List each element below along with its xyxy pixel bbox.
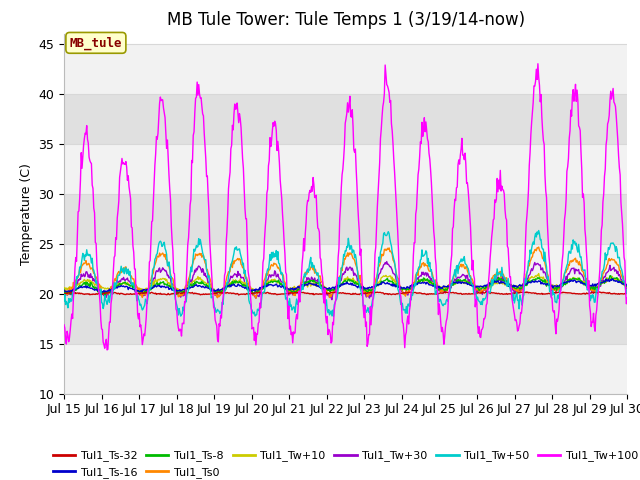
Bar xyxy=(64,144,627,193)
Bar xyxy=(64,243,627,294)
Title: MB Tule Tower: Tule Temps 1 (3/19/14-now): MB Tule Tower: Tule Temps 1 (3/19/14-now… xyxy=(166,11,525,29)
Bar xyxy=(64,193,627,243)
Legend: Tul1_Ts-32, Tul1_Ts-16, Tul1_Ts-8, Tul1_Ts0, Tul1_Tw+10, Tul1_Tw+30, Tul1_Tw+50,: Tul1_Ts-32, Tul1_Ts-16, Tul1_Ts-8, Tul1_… xyxy=(49,446,640,480)
Bar xyxy=(64,94,627,144)
Bar xyxy=(64,294,627,344)
Y-axis label: Temperature (C): Temperature (C) xyxy=(20,163,33,264)
Text: MB_tule: MB_tule xyxy=(70,36,122,49)
Bar xyxy=(64,44,627,94)
Bar xyxy=(64,344,627,394)
